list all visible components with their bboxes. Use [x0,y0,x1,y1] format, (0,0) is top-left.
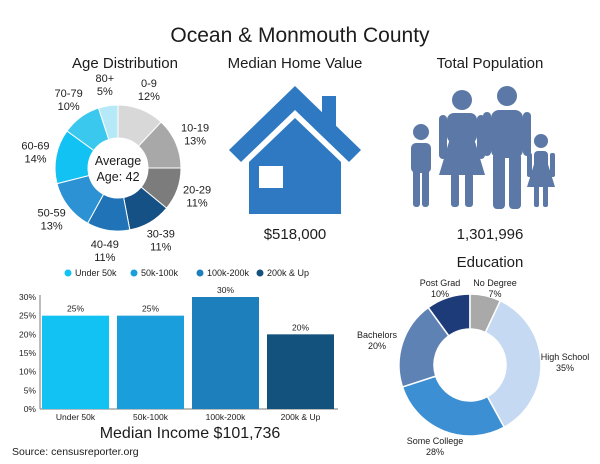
age-label-60-69: 60-69 14% [21,140,49,165]
age-label-10-19: 10-19 13% [181,123,209,148]
family-icon [411,86,555,209]
age-label-40-49: 40-49 11% [91,239,119,264]
income-bar-3 [267,334,334,409]
edu-label-post-grad: Post Grad 10% [420,278,461,299]
population-title: Total Population [436,55,544,72]
edu-label-some-college: Some College 28% [407,436,464,457]
education-title: Education [456,254,524,271]
edu-slice-some-college [401,375,506,437]
home-value: $518,000 [263,226,327,243]
income-category-0: Under 50k [56,412,96,422]
income-category-3: 200k & Up [281,412,321,422]
legend-marker-3 [256,269,264,277]
edu-label-no-degree: No Degree 7% [473,278,517,299]
age-center-text: Average Age: 42 [95,154,141,184]
income-bar-2 [192,297,259,409]
income-chart-title: Median Income $101,736 [99,425,281,442]
income-bar-label-0: 25% [67,304,84,314]
edu-slice-high-school [484,299,542,429]
age-label-50-59: 50-59 13% [38,207,66,232]
age-label-30-39: 30-39 11% [147,228,175,253]
home-value-title: Median Home Value [227,55,363,72]
age-donut-hole [88,138,148,198]
income-category-1: 50k-100k [133,412,169,422]
income-bar-1 [117,315,184,409]
y-tick-3: 15% [19,348,36,358]
income-bar-chart: Under 50k 50k-100k 100k-200k 200k & Up 0% 5% 1… [19,268,338,422]
income-category-2: 100k-200k [206,412,246,422]
income-bar-label-1: 25% [142,304,159,314]
legend-marker-2 [196,269,204,277]
legend-marker-0 [64,269,72,277]
edu-label-high-school: High School 35% [541,352,590,373]
edu-label-bachelors: Bachelors 20% [357,330,398,351]
main-title: Ocean & Monmouth County [170,24,430,47]
y-tick-5: 25% [19,311,36,321]
y-tick-0: 0% [24,404,37,414]
y-tick-6: 30% [19,292,36,302]
income-bar-0 [42,315,109,409]
age-distribution-title: Age Distribution [72,55,178,72]
age-label-20-29: 20-29 11% [183,184,211,209]
y-tick-1: 5% [24,385,37,395]
age-label-0-9: 0-9 12% [138,78,160,103]
age-label-70-79: 70-79 10% [55,88,83,113]
y-tick-2: 10% [19,367,36,377]
edu-slice-no-degree [469,293,502,334]
house-icon [229,86,361,214]
income-bar-label-2: 30% [217,285,234,295]
legend-label-1: 50k-100k [141,268,179,278]
education-chart: High School 35% Some College 28% Bachelors 20… [357,278,590,457]
age-distribution-chart: 0-9 12% 10-19 13% 20-29 11% 30-39 11% 40-49 11% 50… [21,73,211,264]
y-tick-4: 20% [19,329,36,339]
legend-marker-1 [130,269,138,277]
legend-label-2: 100k-200k [207,268,250,278]
age-label-80+: 80+ 5% [96,73,115,98]
income-bar-label-3: 20% [292,322,309,332]
legend-label-3: 200k & Up [267,268,309,278]
population-value: 1,301,996 [456,226,524,243]
source-note: Source: censusreporter.org [12,446,139,458]
legend-label-0: Under 50k [75,268,117,278]
